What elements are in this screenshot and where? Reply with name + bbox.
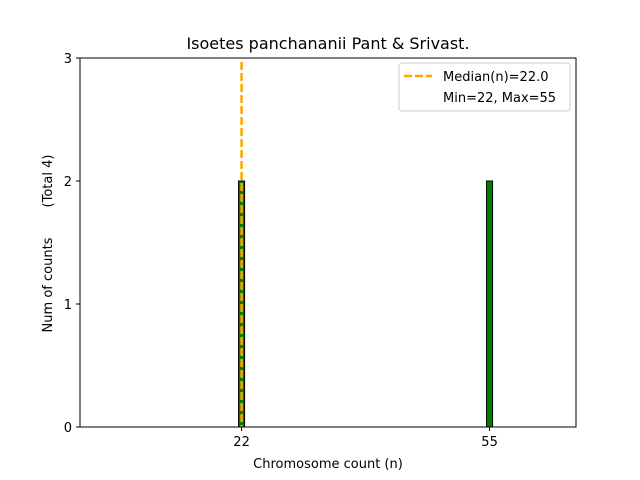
- legend: Median(n)=22.0 Min=22, Max=55: [398, 62, 571, 112]
- legend-median-label: Median(n)=22.0: [443, 70, 549, 85]
- x-tick-label-22: 22: [233, 435, 250, 450]
- y-tick-label-1: 1: [64, 298, 72, 313]
- y-tick-label-3: 3: [64, 52, 72, 67]
- plot-frame: [79, 57, 577, 428]
- y-tick-label-0: 0: [64, 421, 72, 436]
- y-axis-label: Num of counts: [41, 237, 56, 332]
- chart-title: Isoetes panchananii Pant & Srivast.: [186, 34, 469, 53]
- bar-55: [486, 180, 494, 428]
- x-axis-label: Chromosome count (n): [253, 457, 403, 472]
- plot-area: [238, 62, 494, 428]
- y-axis: 0 1 2 3: [64, 52, 80, 436]
- y-axis-label-total: (Total 4): [41, 155, 56, 208]
- y-tick-label-2: 2: [64, 175, 72, 190]
- x-axis: 22 55: [233, 427, 498, 450]
- legend-box: [398, 62, 571, 112]
- x-tick-label-55: 55: [481, 435, 498, 450]
- legend-range-label: Min=22, Max=55: [443, 91, 556, 106]
